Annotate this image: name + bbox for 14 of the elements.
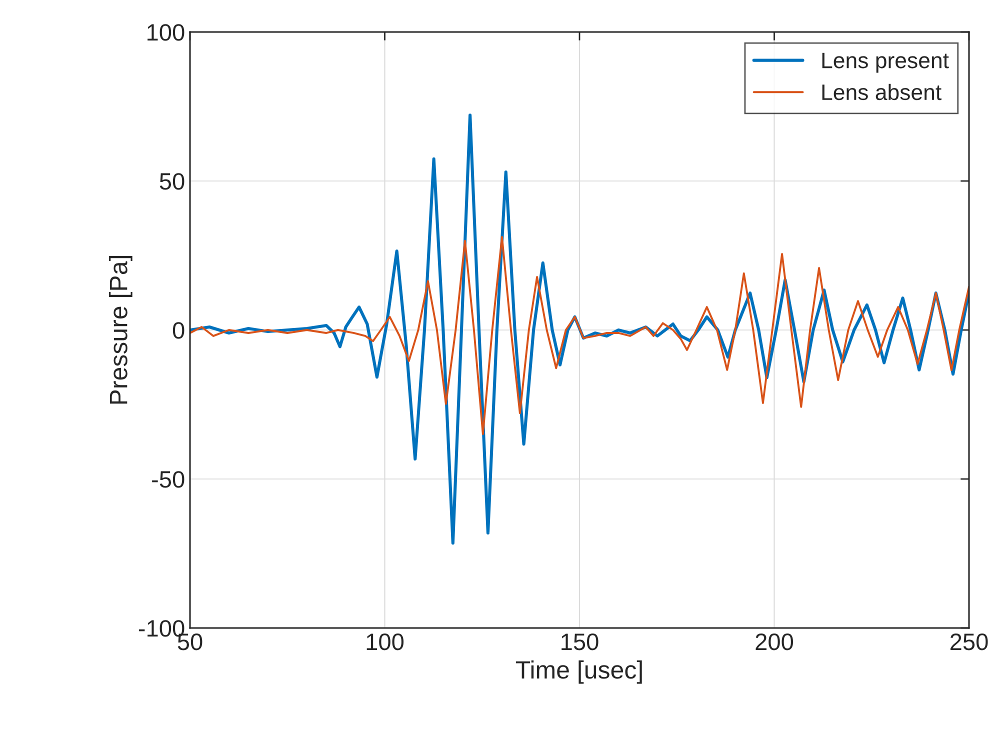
y-axis-title: Pressure [Pa]: [109, 256, 132, 404]
x-tick-label: 200: [756, 633, 794, 650]
y-tick-label: 50: [160, 173, 184, 190]
y-tick-label: 0: [172, 322, 184, 339]
line-series: [190, 114, 969, 545]
x-tick-label: 100: [366, 633, 404, 650]
x-axis-title: Time [usec]: [516, 660, 642, 684]
y-tick-label: -50: [152, 471, 184, 488]
line-series: [190, 236, 969, 435]
x-tick-label: 250: [950, 633, 988, 650]
legend-label: Lens absent: [822, 84, 942, 100]
y-tick-label: 100: [148, 24, 184, 41]
legend-label: Lens present: [822, 52, 949, 73]
x-tick-label: 150: [562, 633, 598, 650]
